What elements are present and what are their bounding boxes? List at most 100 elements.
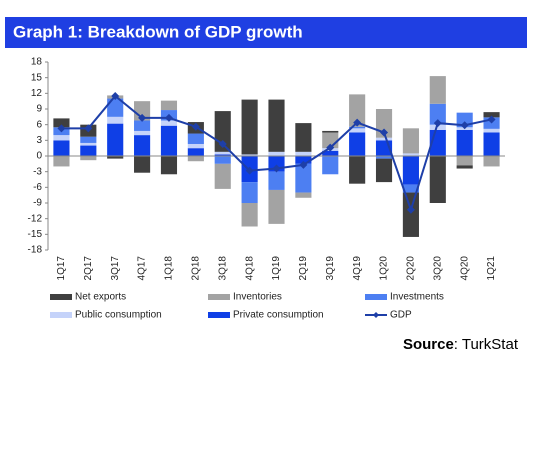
- bar-segment: [349, 94, 366, 127]
- bar-segment: [295, 192, 312, 198]
- x-tick-label: 3Q20: [432, 256, 443, 281]
- bar-segment: [483, 156, 500, 167]
- x-tick-label: 3Q19: [325, 256, 336, 281]
- source-text: : TurkStat: [454, 336, 519, 353]
- bar-segment: [349, 126, 366, 129]
- y-tick-label: -3: [33, 166, 42, 177]
- gdp-marker: [272, 164, 281, 173]
- gdp-marker: [57, 124, 66, 133]
- bar-segment: [322, 130, 339, 133]
- bar-segment: [80, 136, 97, 143]
- bar-segment: [456, 156, 473, 166]
- bar-segment: [456, 129, 473, 156]
- bar-segment: [80, 145, 97, 156]
- y-tick-label: 15: [31, 72, 43, 83]
- bar-segment: [107, 156, 124, 159]
- bar-segment: [429, 76, 446, 104]
- bar-segment: [241, 154, 258, 156]
- y-tick-label: 9: [36, 104, 42, 115]
- x-tick-label: 4Q17: [137, 256, 148, 281]
- gdp-marker: [138, 113, 147, 122]
- x-tick-label: 3Q17: [110, 256, 121, 281]
- gdp-marker: [84, 124, 93, 133]
- bar-segment: [187, 133, 204, 144]
- bar-segment: [402, 184, 419, 193]
- title-banner: [5, 17, 527, 48]
- bar-segment: [483, 132, 500, 156]
- x-tick-label: 2Q18: [190, 256, 201, 281]
- x-tick-label: 2Q19: [298, 256, 309, 281]
- x-tick-label: 1Q21: [486, 256, 497, 281]
- bar-segment: [349, 156, 366, 184]
- bar-segment: [107, 98, 124, 117]
- bar-segment: [214, 151, 231, 155]
- gdp-marker: [326, 143, 335, 152]
- bar-segment: [160, 125, 178, 156]
- gdp-marker: [191, 122, 200, 131]
- bar-segment: [375, 158, 393, 183]
- bar-segment: [214, 156, 231, 164]
- bar-segment: [402, 192, 419, 237]
- legend-marker: [373, 312, 379, 318]
- y-tick-label: 6: [36, 119, 42, 130]
- gdp-marker: [406, 205, 415, 214]
- bar-segment: [241, 203, 258, 227]
- bar-segment: [402, 153, 419, 156]
- x-tick-label: 2Q17: [83, 256, 94, 281]
- gdp-marker: [218, 139, 227, 148]
- gdp-marker: [164, 113, 173, 122]
- y-tick-label: -6: [33, 182, 42, 193]
- bar-segment: [268, 189, 285, 224]
- y-tick-label: -12: [28, 213, 43, 224]
- bar-segment: [295, 151, 312, 156]
- bar-segment: [107, 116, 124, 124]
- legend-label: Private consumption: [233, 310, 324, 321]
- x-tick-label: 1Q18: [164, 256, 175, 281]
- bar-segment: [295, 123, 312, 152]
- legend-label: Inventories: [233, 292, 282, 303]
- bar-segment: [80, 156, 97, 161]
- chart-title: Graph 1: Breakdown of GDP growth: [13, 22, 303, 41]
- bar-segment: [241, 182, 258, 203]
- bar-segment: [295, 163, 312, 193]
- bar-segment: [268, 151, 285, 156]
- y-tick-label: 0: [36, 151, 42, 162]
- legend-swatch: [208, 312, 230, 318]
- legend-label: Net exports: [75, 292, 126, 303]
- bar-segment: [53, 156, 70, 167]
- bar-segment: [322, 150, 339, 156]
- bar-segment: [214, 154, 231, 156]
- gdp-marker: [380, 128, 389, 137]
- bar-segment: [268, 99, 285, 152]
- bar-segment: [107, 123, 124, 156]
- bar-segment: [160, 120, 178, 126]
- y-tick-label: 18: [31, 57, 43, 68]
- x-tick-label: 1Q20: [379, 256, 390, 281]
- bar-segment: [322, 156, 339, 175]
- x-tick-label: 4Q19: [352, 256, 363, 281]
- gdp-marker: [460, 121, 469, 130]
- bar-segment: [187, 143, 204, 149]
- gdp-marker: [433, 119, 442, 128]
- legend-label: Investments: [390, 292, 444, 303]
- bar-segment: [295, 156, 312, 164]
- bar-segment: [187, 148, 204, 156]
- legend-swatch: [50, 294, 72, 300]
- bar-segment: [349, 128, 366, 133]
- y-tick-label: 12: [31, 88, 43, 99]
- bar-segment: [375, 137, 393, 141]
- gdp-marker: [111, 91, 120, 100]
- bar-segment: [53, 140, 70, 156]
- bar-segment: [268, 171, 285, 190]
- bar-segment: [134, 156, 151, 173]
- gdp-marker: [353, 118, 362, 127]
- bar-segment: [375, 156, 393, 159]
- bar-segment: [483, 128, 500, 133]
- x-tick-label: 1Q19: [271, 256, 282, 281]
- bar-segment: [80, 142, 97, 146]
- bar-segment: [456, 165, 473, 169]
- legend-swatch: [208, 294, 230, 300]
- bar-segment: [429, 156, 446, 203]
- bar-segment: [53, 135, 70, 141]
